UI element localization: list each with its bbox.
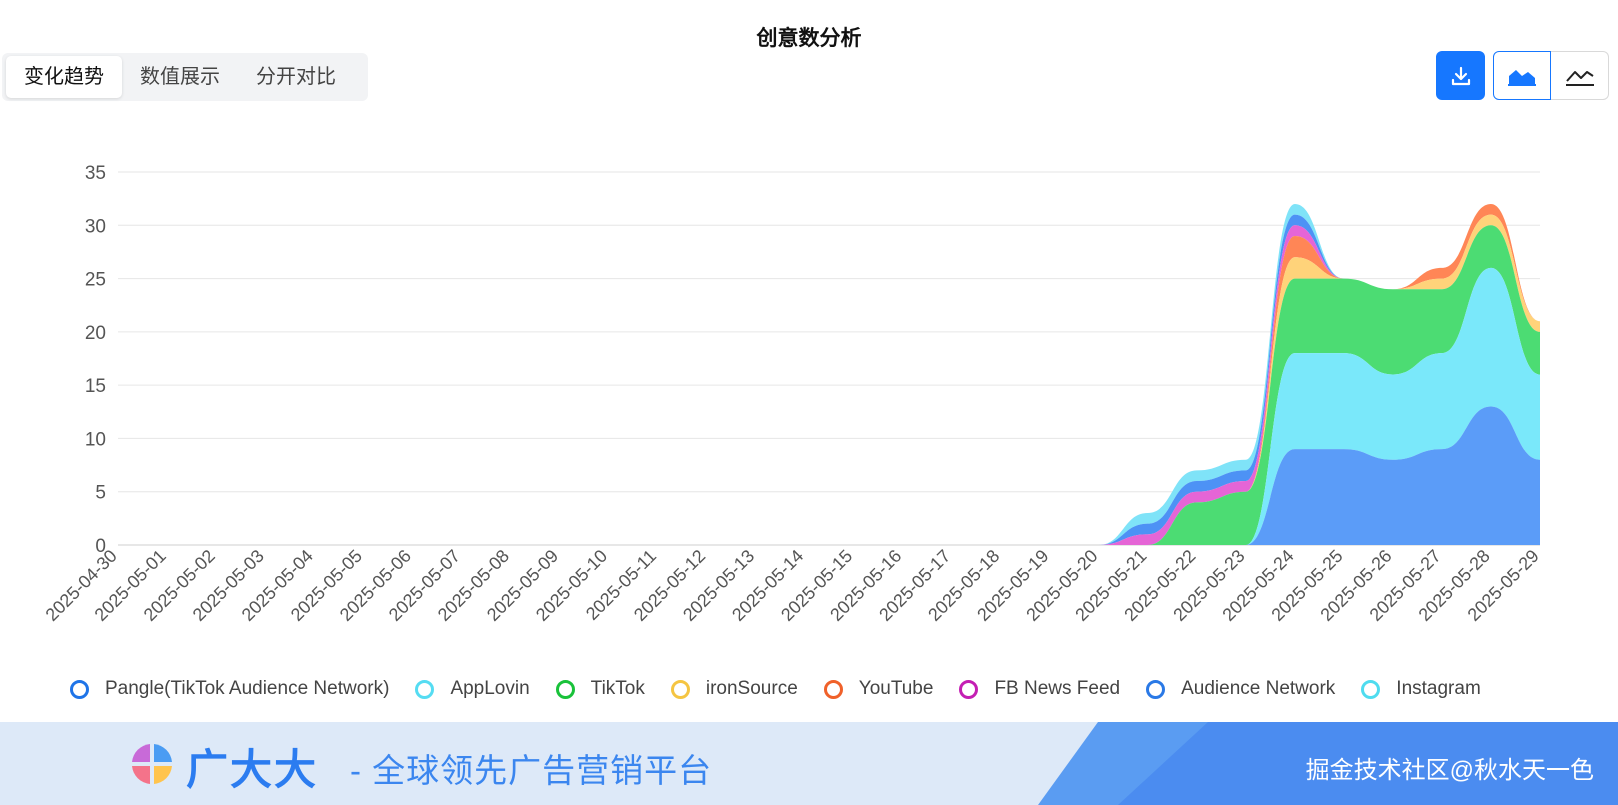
legend-item-audience-network[interactable]: Audience Network bbox=[1146, 678, 1335, 700]
banner-decoration bbox=[1118, 722, 1618, 805]
legend-marker bbox=[555, 679, 575, 699]
promo-banner[interactable]: 广大大 - 全球领先广告营销平台 掘金技术社区@秋水天一色 bbox=[0, 722, 1618, 805]
legend-label: ironSource bbox=[705, 678, 798, 699]
legend-label: YouTube bbox=[858, 678, 934, 699]
legend-label: FB News Feed bbox=[994, 678, 1121, 699]
y-tick-label: 15 bbox=[85, 376, 106, 397]
brand-slogan: - 全球领先广告营销平台 bbox=[350, 752, 713, 789]
chart-legend: Pangle(TikTok Audience Network) AppLovin… bbox=[70, 678, 1481, 700]
brand-name: 广大大 bbox=[186, 746, 319, 793]
brand-logo-icon bbox=[132, 744, 172, 784]
legend-label: Instagram bbox=[1396, 678, 1481, 699]
line-chart-icon bbox=[1565, 70, 1594, 86]
y-tick-label: 5 bbox=[95, 483, 106, 504]
legend-marker bbox=[670, 679, 690, 699]
legend-marker bbox=[1361, 679, 1381, 699]
legend-item-pangle[interactable]: Pangle(TikTok Audience Network) bbox=[70, 678, 389, 700]
y-tick-label: 20 bbox=[85, 323, 106, 344]
y-tick-label: 0 bbox=[95, 536, 106, 557]
y-tick-label: 30 bbox=[85, 216, 106, 237]
legend-item-fb-news-feed[interactable]: FB News Feed bbox=[959, 678, 1120, 700]
legend-marker bbox=[70, 679, 89, 699]
area-series-pangle-tiktok-audience-network[interactable] bbox=[118, 406, 1540, 545]
download-icon bbox=[1451, 66, 1470, 85]
legend-label: TikTok bbox=[590, 678, 645, 699]
legend-item-tiktok[interactable]: TikTok bbox=[555, 678, 645, 700]
legend-marker bbox=[415, 679, 435, 699]
legend-marker bbox=[823, 679, 843, 699]
chart-toolbar bbox=[1436, 51, 1609, 100]
tab-compare[interactable]: 分开对比 bbox=[256, 66, 336, 88]
view-tabs: 变化趋势 数值展示 分开对比 bbox=[2, 53, 368, 101]
chart-title: 创意数分析 bbox=[756, 27, 862, 50]
y-tick-label: 35 bbox=[85, 163, 106, 184]
legend-label: Pangle(TikTok Audience Network) bbox=[105, 678, 390, 699]
legend-item-ironsource[interactable]: ironSource bbox=[670, 678, 798, 700]
legend-item-applovin[interactable]: AppLovin bbox=[415, 678, 530, 700]
stacked-area-chart: 051015202530352025-04-302025-05-012025-0… bbox=[42, 163, 1543, 625]
download-button[interactable] bbox=[1436, 51, 1485, 100]
y-tick-label: 10 bbox=[85, 429, 106, 450]
watermark-credit: 掘金技术社区@秋水天一色 bbox=[1305, 757, 1594, 784]
legend-label: AppLovin bbox=[450, 678, 530, 699]
line-chart-button[interactable] bbox=[1551, 51, 1609, 100]
tab-trend[interactable]: 变化趋势 bbox=[6, 56, 122, 98]
area-chart-icon bbox=[1508, 69, 1536, 86]
y-tick-label: 25 bbox=[85, 270, 106, 291]
legend-marker bbox=[1146, 679, 1166, 699]
legend-item-youtube[interactable]: YouTube bbox=[823, 678, 934, 700]
legend-label: Audience Network bbox=[1181, 678, 1336, 699]
legend-marker bbox=[959, 679, 979, 699]
area-chart-button[interactable] bbox=[1493, 51, 1551, 100]
tab-values[interactable]: 数值展示 bbox=[140, 66, 220, 88]
legend-item-instagram[interactable]: Instagram bbox=[1361, 678, 1481, 700]
